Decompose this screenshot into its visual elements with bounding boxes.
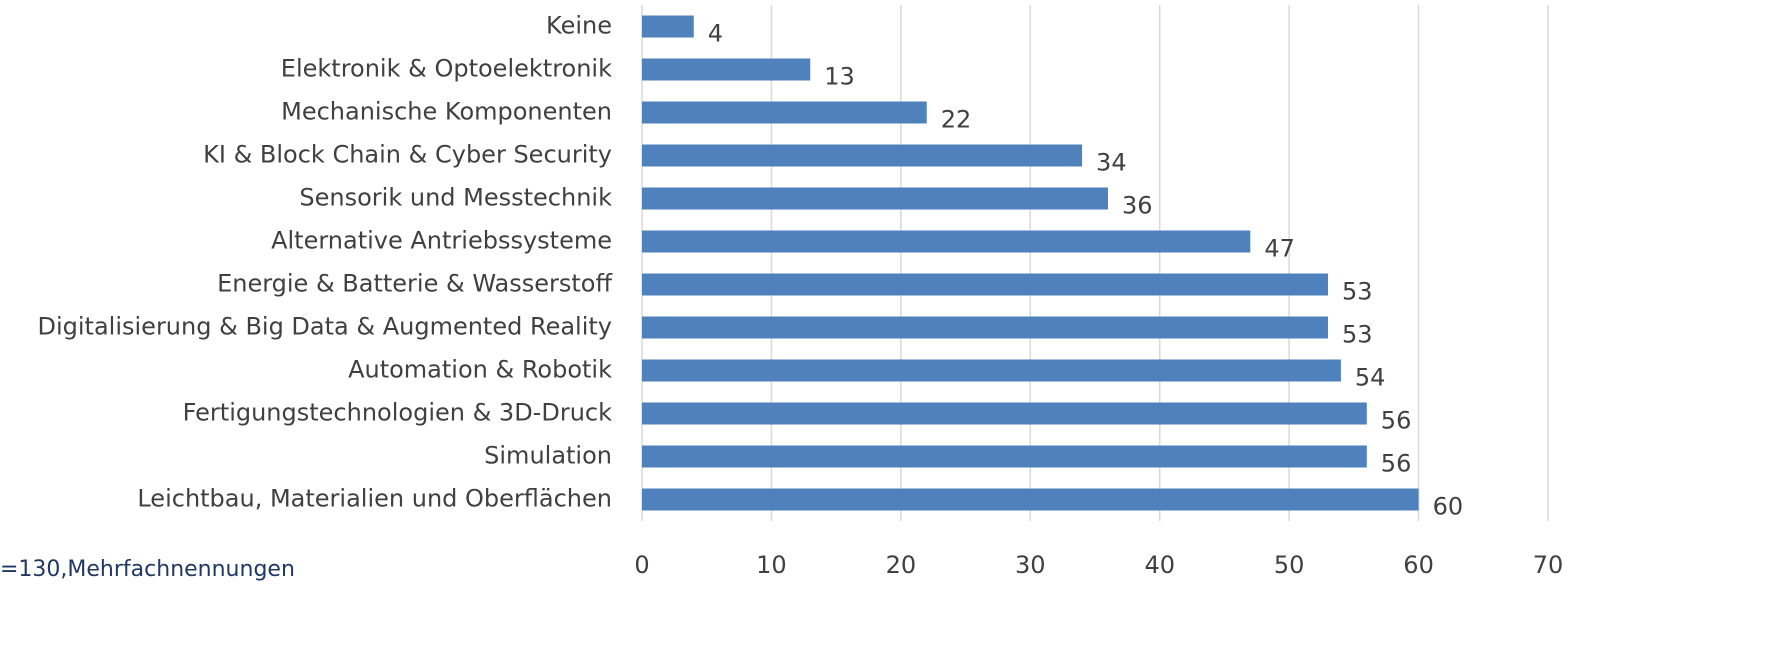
data-label: 13	[824, 63, 855, 91]
data-label: 36	[1122, 192, 1153, 220]
bar	[642, 101, 927, 124]
y-tick-label: Mechanische Komponenten	[281, 98, 612, 126]
data-label: 60	[1433, 493, 1464, 521]
x-tick-label: 40	[1144, 551, 1175, 579]
x-tick-label: 10	[756, 551, 787, 579]
y-tick-label: Fertigungstechnologien & 3D-Druck	[183, 399, 612, 427]
x-tick-label: 30	[1015, 551, 1046, 579]
data-label: 54	[1355, 364, 1386, 392]
x-tick-label: 20	[886, 551, 917, 579]
y-tick-label: Simulation	[484, 442, 612, 470]
data-label: 53	[1342, 321, 1373, 349]
bar	[642, 316, 1328, 339]
y-tick-label: KI & Block Chain & Cyber Security	[203, 141, 612, 169]
data-label: 22	[941, 106, 972, 134]
bar	[642, 402, 1367, 425]
y-tick-label: Keine	[546, 12, 612, 40]
y-tick-label: Alternative Antriebssysteme	[271, 227, 612, 255]
data-label: 47	[1264, 235, 1295, 263]
x-tick-label: 50	[1274, 551, 1305, 579]
bar	[642, 144, 1083, 167]
data-label: 4	[708, 20, 723, 48]
x-tick-label: 70	[1533, 551, 1564, 579]
bar	[642, 187, 1108, 210]
bar	[642, 359, 1341, 382]
y-tick-label: Leichtbau, Materialien und Oberflächen	[137, 485, 612, 513]
y-tick-label: Elektronik & Optoelektronik	[281, 55, 612, 83]
bar	[642, 230, 1251, 253]
data-label: 34	[1096, 149, 1127, 177]
bar	[642, 273, 1328, 296]
footnote: =130,Mehrfachnennungen	[0, 557, 295, 582]
x-tick-label: 0	[634, 551, 649, 579]
bar	[642, 58, 811, 81]
y-tick-label: Sensorik und Messtechnik	[299, 184, 612, 212]
data-label: 53	[1342, 278, 1373, 306]
y-tick-label: Digitalisierung & Big Data & Augmented R…	[38, 313, 613, 341]
bar	[642, 15, 694, 38]
y-tick-label: Automation & Robotik	[348, 356, 612, 384]
bar	[642, 488, 1419, 511]
y-tick-label: Energie & Batterie & Wasserstoff	[217, 270, 612, 298]
data-label: 56	[1381, 450, 1412, 478]
data-label: 56	[1381, 407, 1412, 435]
x-tick-label: 60	[1403, 551, 1434, 579]
bar	[642, 445, 1367, 468]
